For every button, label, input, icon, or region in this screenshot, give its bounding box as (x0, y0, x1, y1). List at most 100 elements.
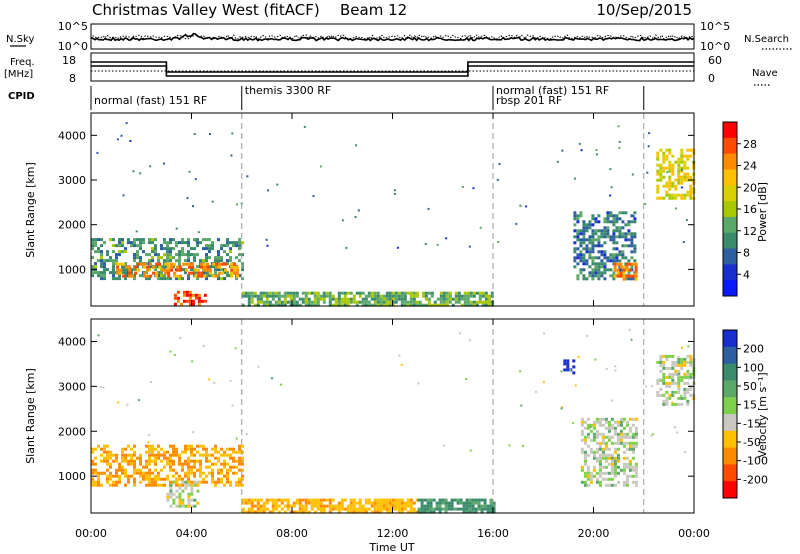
colorbar-tick-label: 24 (743, 160, 757, 173)
heatmap-cell (665, 396, 669, 400)
heatmap-cell (396, 246, 399, 249)
heatmap-cell (214, 447, 217, 451)
heatmap-cell (367, 501, 371, 505)
heatmap-cell (367, 300, 371, 304)
heatmap-cell (684, 451, 687, 454)
heatmap-cell (612, 223, 616, 227)
heatmap-cell (588, 265, 592, 269)
heatmap-cell (450, 498, 454, 502)
heatmap-cell (188, 271, 192, 275)
heatmap-cell (662, 196, 666, 200)
heatmap-cell (600, 232, 604, 236)
heatmap-cell (328, 507, 332, 511)
heatmap-cell (484, 291, 488, 295)
heatmap-cell (100, 483, 103, 487)
heatmap-cell (226, 480, 229, 484)
heatmap-cell (373, 300, 377, 304)
heatmap-cell (412, 510, 416, 514)
heatmap-cell (166, 456, 169, 460)
power-segment-lines (241, 113, 645, 306)
heatmap-cell (677, 172, 681, 176)
heatmap-cell (601, 465, 605, 469)
heatmap-cell (182, 293, 186, 297)
heatmap-cell (589, 450, 593, 454)
heatmap-cell (615, 241, 619, 245)
heatmap-cell (298, 498, 302, 502)
heatmap-cell (129, 140, 132, 142)
heatmap-cell (607, 453, 611, 457)
heatmap-cell (463, 300, 467, 304)
heatmap-cell (131, 274, 135, 278)
heatmap-cell (112, 238, 115, 242)
heatmap-cell (118, 465, 121, 469)
heatmap-cell (585, 250, 589, 254)
heatmap-cell (613, 483, 617, 487)
heatmap-cell (469, 300, 473, 304)
heatmap-cell (241, 477, 244, 481)
heatmap-cell (616, 441, 620, 445)
heatmap-cell (205, 253, 208, 257)
heatmap-cell (134, 271, 138, 275)
heatmap-cell (583, 462, 587, 466)
heatmap-cell (202, 444, 205, 448)
heatmap-cell (97, 334, 100, 337)
heatmap-cell (591, 277, 595, 281)
cpid-segment-label: rbsp 201 RF (496, 94, 562, 107)
heatmap-cell (280, 303, 284, 307)
heatmap-cell (656, 196, 660, 200)
heatmap-cell (199, 459, 202, 463)
heatmap-cell (607, 420, 611, 424)
heatmap-cell (420, 507, 424, 511)
heatmap-cell (100, 265, 103, 269)
heatmap-cell (91, 256, 94, 260)
heatmap-cell (337, 504, 341, 508)
heatmap-cell (310, 303, 314, 307)
heatmap-cell (194, 178, 197, 181)
heatmap-cell (683, 363, 687, 367)
heatmap-cell (334, 507, 338, 511)
heatmap-cell (600, 244, 604, 248)
heatmap-cell (109, 453, 112, 457)
heatmap-cell (286, 504, 290, 508)
heatmap-cell (169, 483, 173, 487)
heatmap-cell (241, 265, 244, 269)
heatmap-cell (178, 250, 181, 254)
heatmap-cell (199, 241, 202, 245)
heatmap-cell (634, 435, 638, 439)
heatmap-cell (181, 480, 185, 484)
heatmap-cell (91, 265, 94, 269)
colorbar-swatch (723, 137, 737, 155)
heatmap-cell (409, 300, 413, 304)
heatmap-cell (610, 483, 614, 487)
heatmap-cell (625, 432, 629, 436)
heatmap-cell (668, 384, 672, 388)
heatmap-cell (379, 510, 383, 514)
heatmap-cell (601, 438, 605, 442)
heatmap-cell (456, 501, 460, 505)
heatmap-cell (313, 498, 317, 502)
heatmap-cell (130, 459, 133, 463)
heatmap-cell (417, 507, 421, 511)
heatmap-cell (133, 256, 136, 260)
heatmap-cell (680, 151, 684, 155)
heatmap-cell (151, 256, 154, 260)
heatmap-cell (97, 247, 100, 251)
heatmap-cell (447, 504, 451, 508)
heatmap-cell (582, 247, 586, 251)
heatmap-cell (382, 303, 386, 307)
heatmap-cell (606, 211, 610, 215)
heatmap-cell (624, 238, 628, 242)
heatmap-cell (598, 468, 602, 472)
heatmap-cell (151, 453, 154, 457)
heatmap-cell (662, 375, 666, 379)
heatmap-cell (181, 501, 185, 505)
heatmap-cell (465, 378, 468, 380)
heatmap-cell (630, 235, 634, 239)
heatmap-cell (118, 274, 121, 278)
heatmap-cell (154, 468, 157, 472)
heatmap-cell (119, 268, 123, 272)
heatmap-cell (214, 271, 217, 275)
heatmap-cell (466, 294, 470, 298)
heatmap-cell (573, 241, 577, 245)
heatmap-cell (478, 294, 482, 298)
